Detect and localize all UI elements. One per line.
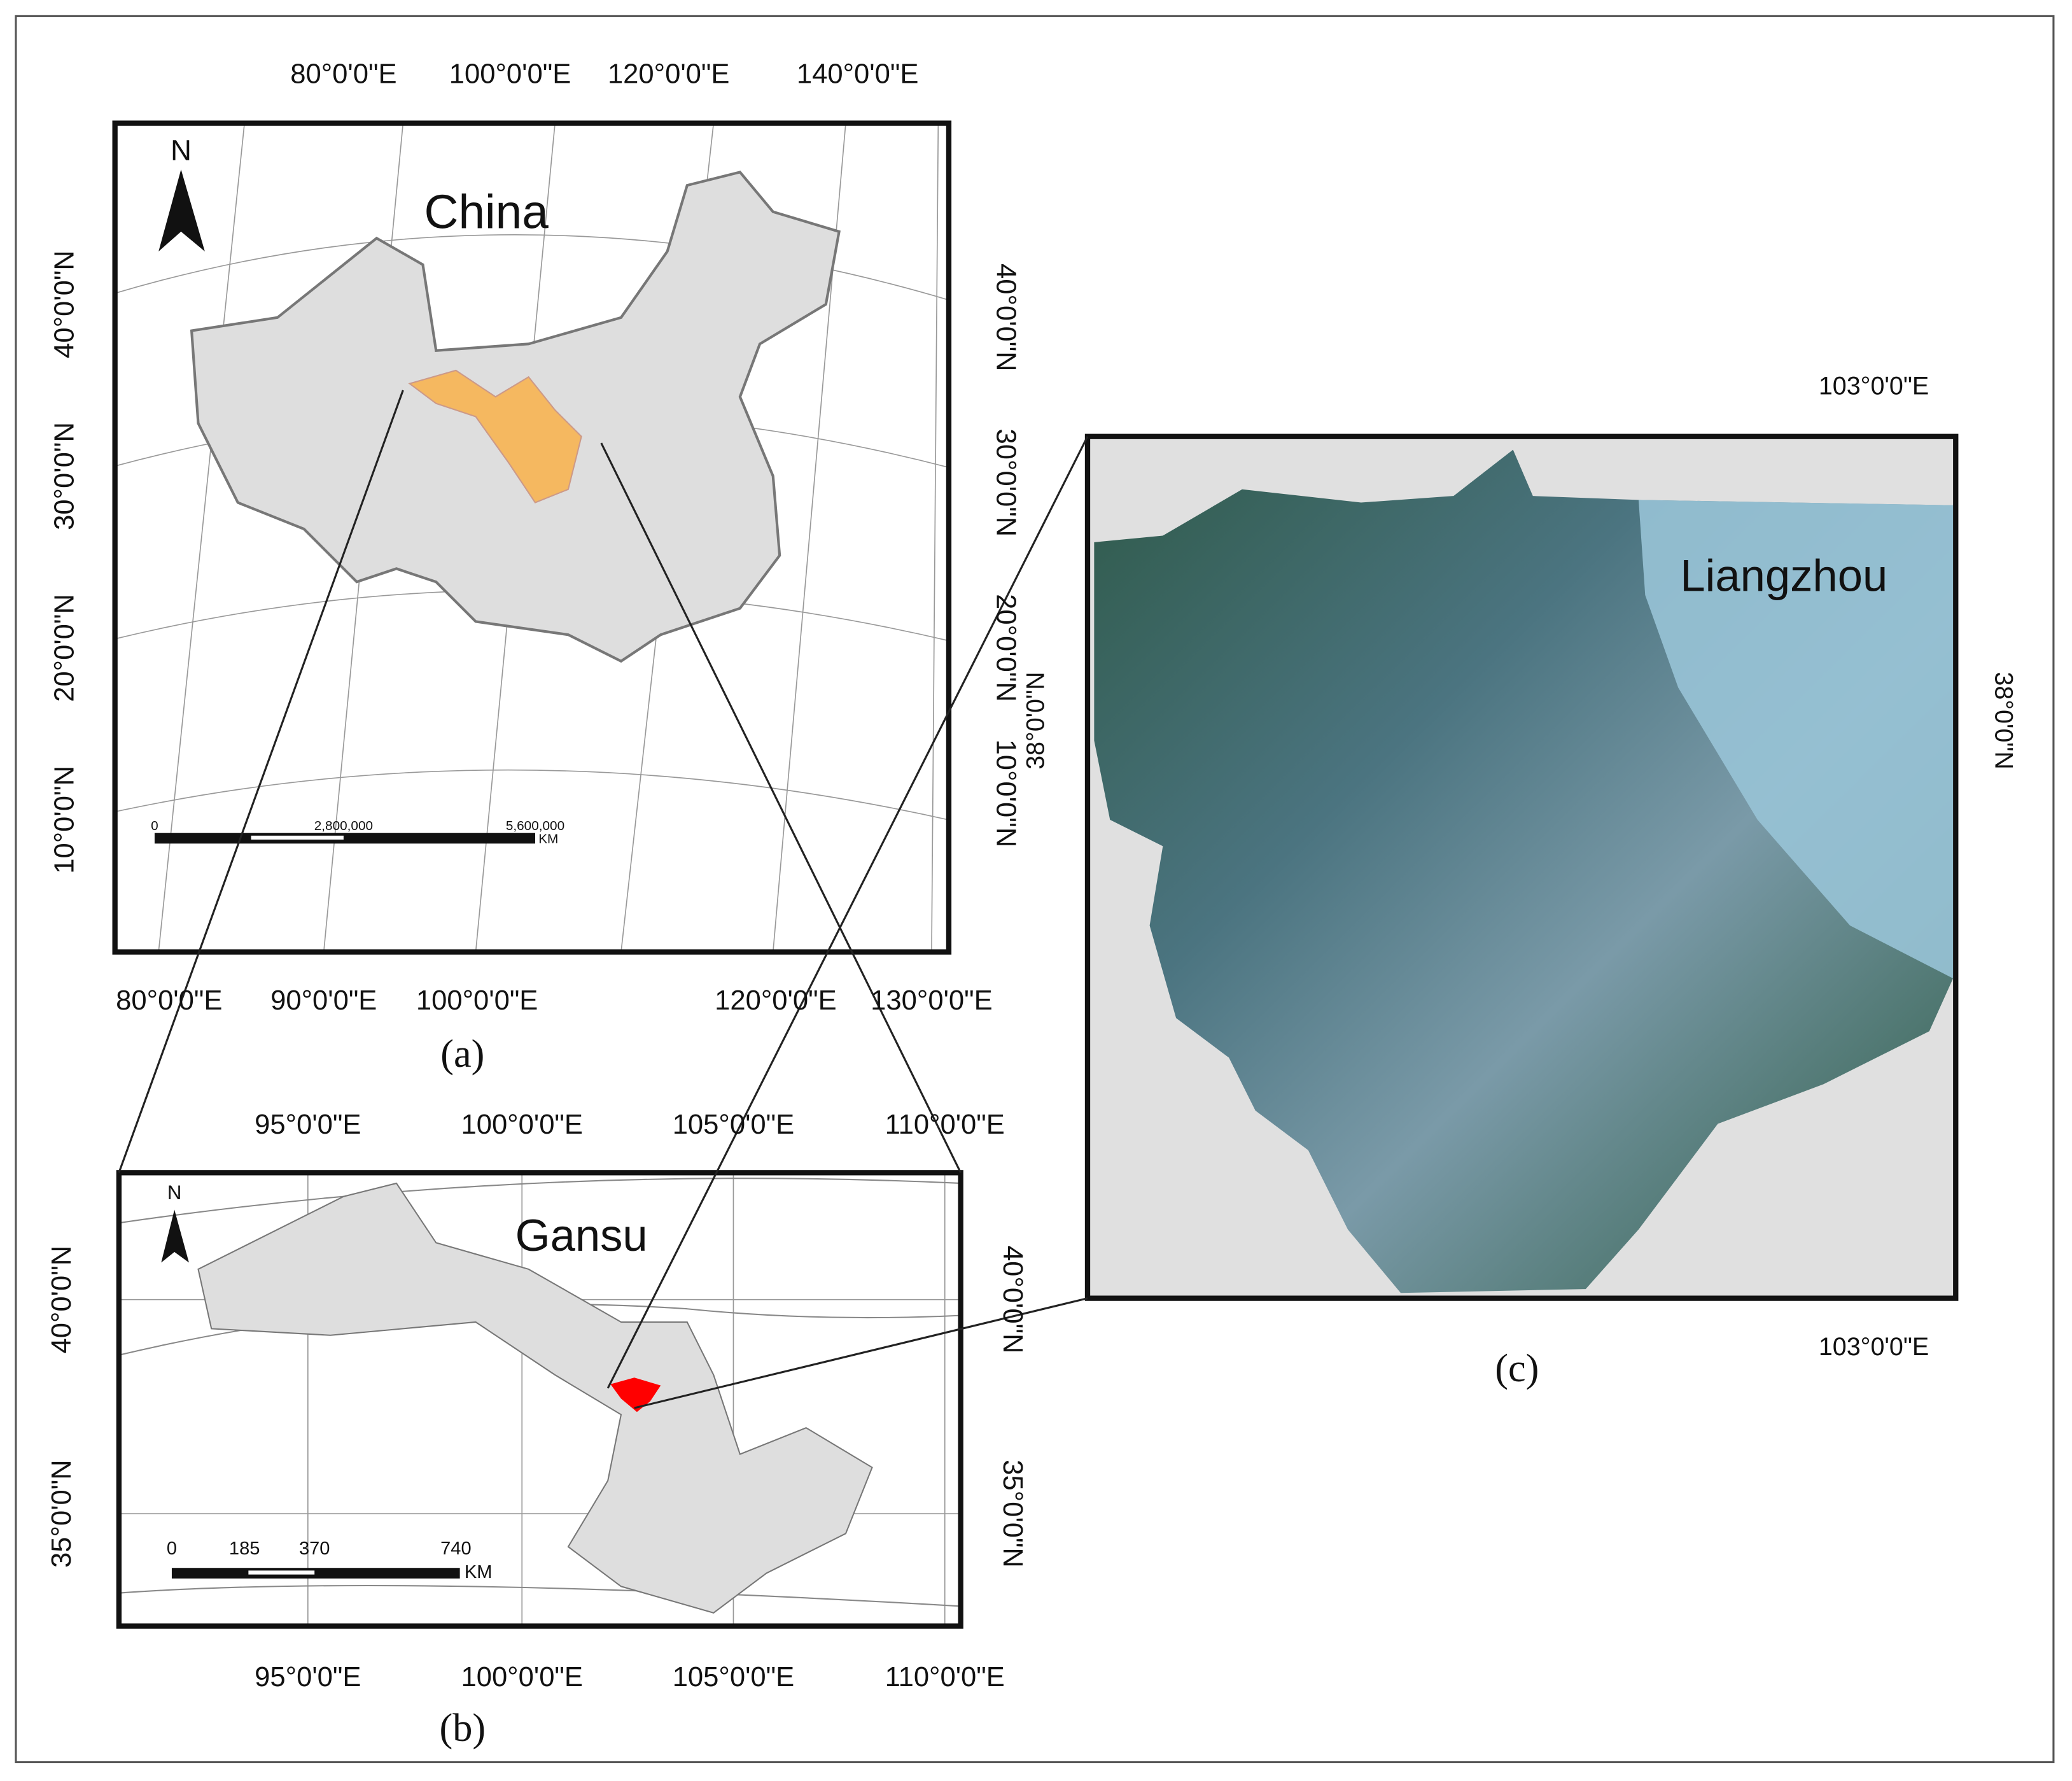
panel-a-frame (112, 120, 952, 955)
scale-bar (171, 1568, 460, 1579)
lon-label: 105°0'0"E (673, 1662, 795, 1693)
scale-label: 0 (151, 819, 158, 833)
scale-label: 0 (167, 1538, 177, 1559)
lat-label: 40°0'0"N (997, 1246, 1028, 1354)
lat-label: 20°0'0"N (991, 594, 1021, 702)
scale-label: 370 (299, 1538, 330, 1559)
lon-label: 80°0'0"E (290, 59, 396, 89)
lon-label: 110°0'0"E (885, 1109, 1005, 1140)
north-label: N (167, 1181, 181, 1204)
lon-label: 95°0'0"E (255, 1662, 361, 1693)
scale-label: 5,600,000 (506, 819, 564, 833)
connector-lines (118, 390, 1089, 1409)
scale-bar (154, 833, 535, 844)
lon-label: 130°0'0"E (871, 985, 993, 1016)
lon-label: 103°0'0"E (1819, 1333, 1929, 1361)
lon-label: 100°0'0"E (416, 985, 538, 1016)
lat-label: 10°0'0"N (991, 740, 1021, 848)
lat-label: 38°0'0"N (1021, 672, 1049, 770)
north-arrow (161, 1209, 189, 1263)
map-title: Liangzhou (1680, 551, 1887, 601)
caption: (b) (439, 1706, 486, 1750)
scale-label: 2,800,000 (314, 819, 373, 833)
lat-label: 35°0'0"N (46, 1460, 77, 1568)
scale-unit: KM (538, 832, 558, 847)
lat-label: 38°0'0"N (1990, 672, 2018, 770)
lat-label: 40°0'0"N (46, 1246, 77, 1354)
lat-label: 40°0'0"N (991, 264, 1021, 372)
lat-label: 35°0'0"N (997, 1460, 1028, 1568)
lon-label: 100°0'0"E (461, 1662, 583, 1693)
scale-label: 740 (440, 1538, 472, 1559)
lat-label: 40°0'0"N (49, 250, 80, 358)
north-arrow (158, 169, 205, 251)
scale-bar-segment (248, 1570, 315, 1575)
lon-label: 105°0'0"E (673, 1109, 795, 1140)
north-label: N (171, 134, 192, 166)
china-map (115, 123, 949, 952)
lon-label: 110°0'0"E (885, 1662, 1005, 1693)
lat-label: 10°0'0"N (49, 766, 80, 874)
lat-label: 20°0'0"N (49, 594, 80, 702)
gansu-map (118, 1172, 961, 1626)
lat-label: 30°0'0"N (991, 429, 1021, 537)
lat-label: 30°0'0"N (49, 422, 80, 530)
lon-label: 120°0'0"E (608, 59, 730, 89)
scale-label: 185 (229, 1538, 260, 1559)
caption: (a) (440, 1032, 484, 1076)
map-title: Gansu (515, 1210, 648, 1260)
scale-bar-segment (251, 835, 344, 840)
scale-unit: KM (465, 1562, 493, 1582)
lon-label: 100°0'0"E (461, 1109, 583, 1140)
lon-label: 100°0'0"E (449, 59, 571, 89)
lon-label: 120°0'0"E (715, 985, 837, 1016)
lon-label: 103°0'0"E (1819, 372, 1929, 400)
lon-label: 140°0'0"E (797, 59, 919, 89)
panel-b-frame (116, 1170, 963, 1629)
map-title: China (424, 185, 549, 239)
satellite-image-east (1638, 500, 1954, 979)
lon-label: 95°0'0"E (255, 1109, 361, 1140)
panel-c-frame (1084, 433, 1959, 1301)
caption: (c) (1495, 1346, 1539, 1390)
lon-label: 80°0'0"E (116, 985, 222, 1016)
lon-label: 90°0'0"E (270, 985, 377, 1016)
